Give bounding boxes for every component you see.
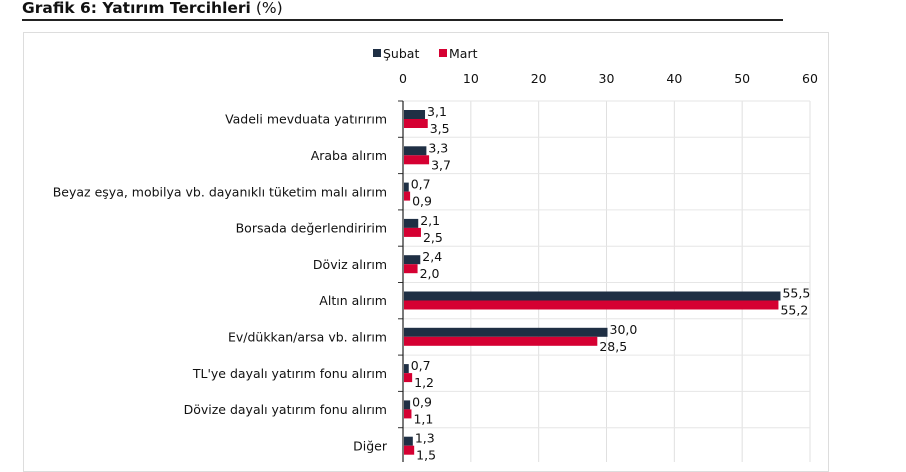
bar-mart <box>404 227 421 237</box>
bar-subat <box>404 146 427 156</box>
x-tick-label: 60 <box>802 71 818 86</box>
data-label: 0,7 <box>411 177 431 192</box>
x-tick-label: 30 <box>599 71 615 86</box>
category-label: Beyaz eşya, mobilya vb. dayanıklı tüketi… <box>53 184 387 199</box>
x-tick-label: 40 <box>666 71 682 86</box>
category-label: TL'ye dayalı yatırım fonu alırım <box>192 366 387 381</box>
data-label: 30,0 <box>610 322 638 337</box>
data-label: 0,9 <box>412 394 432 409</box>
bar-subat <box>404 255 421 265</box>
bar-mart <box>404 409 412 419</box>
bar-subat <box>404 364 409 374</box>
bar-mart <box>404 264 418 274</box>
data-label: 2,0 <box>420 266 440 281</box>
bar-chart: 0 10 20 30 40 50 60 Şubat Mart Vadeli mevduata ya… <box>53 46 818 462</box>
category-label: Borsada değerlendiririm <box>236 221 387 236</box>
data-label: 1,1 <box>413 411 433 426</box>
x-tick-label: 20 <box>531 71 547 86</box>
bar-subat <box>404 436 413 446</box>
data-label: 2,1 <box>420 213 440 228</box>
data-label: 3,3 <box>428 140 448 155</box>
bar-subat <box>404 182 409 192</box>
bar-mart <box>404 155 430 165</box>
category-label: Vadeli mevduata yatırırım <box>225 112 387 127</box>
bar-subat <box>404 110 426 119</box>
x-tick-label: 10 <box>463 71 479 86</box>
data-label: 2,4 <box>422 249 442 264</box>
data-label: 1,5 <box>416 448 436 462</box>
bar-subat <box>404 400 411 410</box>
data-label: 0,9 <box>412 194 432 209</box>
data-label: 0,7 <box>411 358 431 373</box>
data-label: 1,2 <box>414 375 434 390</box>
title-rule <box>22 19 783 21</box>
legend-label: Mart <box>449 46 478 61</box>
bar-mart <box>404 300 779 310</box>
data-label: 55,5 <box>782 286 810 301</box>
x-tick-label: 0 <box>399 71 407 86</box>
chart-title: Grafik 6: Yatırım Tercihleri (%) <box>22 0 283 17</box>
data-label: 3,1 <box>427 104 447 119</box>
data-label: 2,5 <box>423 230 443 245</box>
bar-subat <box>404 218 419 228</box>
bar-subat <box>404 291 781 301</box>
category-label: Altın alırım <box>319 293 387 308</box>
bar-mart <box>404 336 598 346</box>
category-label: Araba alırım <box>311 148 387 163</box>
bar-subat <box>404 327 608 337</box>
x-tick-label: 50 <box>734 71 750 86</box>
data-label: 3,5 <box>430 121 450 136</box>
legend-swatch-Mart <box>439 49 447 57</box>
legend-label: Şubat <box>383 46 419 61</box>
category-label: Döviz alırım <box>313 257 387 272</box>
data-label: 28,5 <box>599 339 627 354</box>
category-label: Ev/dükkan/arsa vb. alırım <box>228 329 387 344</box>
bar-mart <box>404 191 411 201</box>
bar-mart <box>404 119 428 128</box>
bar-mart <box>404 445 415 455</box>
data-label: 1,3 <box>415 431 435 446</box>
data-label: 3,7 <box>431 157 451 172</box>
legend-swatch-Şubat <box>373 49 381 57</box>
data-label: 55,2 <box>780 303 808 318</box>
bar-mart <box>404 373 413 383</box>
category-label: Diğer <box>353 438 388 453</box>
category-label: Dövize dayalı yatırım fonu alırım <box>184 402 387 417</box>
